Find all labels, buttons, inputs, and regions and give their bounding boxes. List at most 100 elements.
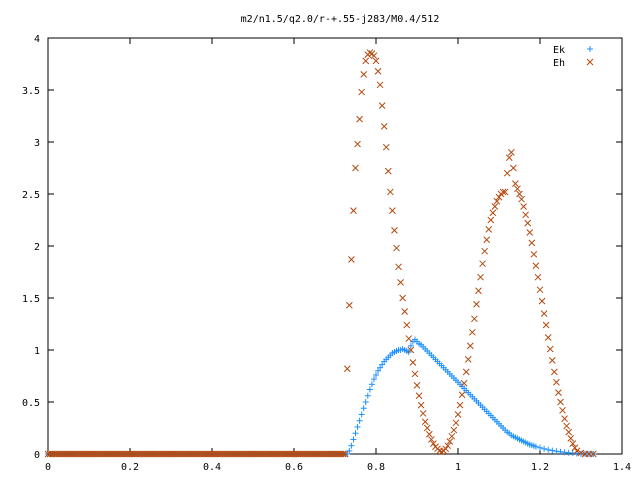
- point-eh: [356, 115, 363, 123]
- point-ek: [368, 381, 375, 388]
- point-ek: [407, 342, 414, 349]
- point-eh: [343, 365, 351, 373]
- point-eh: [550, 368, 558, 376]
- x-tick-label: 1.2: [531, 462, 549, 473]
- x-tick-label: 0.8: [367, 462, 385, 473]
- point-eh: [553, 378, 560, 386]
- point-eh: [358, 88, 366, 96]
- point-eh: [466, 342, 474, 350]
- point-eh: [350, 207, 357, 214]
- point-eh: [516, 190, 523, 198]
- point-eh: [493, 197, 501, 205]
- point-eh: [491, 203, 499, 210]
- point-eh: [382, 143, 390, 151]
- point-eh: [479, 260, 486, 268]
- x-tick-label: 1.4: [613, 462, 631, 473]
- point-eh: [417, 401, 425, 409]
- point-eh: [442, 445, 450, 453]
- point-eh: [405, 335, 413, 342]
- point-eh: [475, 287, 482, 295]
- point-eh: [458, 391, 466, 399]
- point-ek: [364, 392, 371, 399]
- y-tick-label: 2.5: [22, 190, 40, 201]
- point-eh: [380, 123, 388, 130]
- point-eh: [544, 334, 552, 341]
- point-eh: [528, 239, 536, 247]
- point-ek: [549, 447, 556, 454]
- point-ek: [375, 367, 382, 374]
- point-eh: [399, 294, 407, 302]
- x-tick-label: 0.4: [203, 462, 221, 473]
- point-eh: [389, 207, 396, 214]
- point-eh: [462, 368, 470, 376]
- point-eh: [374, 67, 382, 75]
- point-eh: [393, 244, 400, 252]
- point-eh: [555, 389, 562, 396]
- point-eh: [589, 450, 597, 458]
- legend: Ek Eh: [553, 45, 594, 69]
- point-eh: [505, 154, 513, 161]
- point-ek: [358, 411, 365, 418]
- point-ek: [537, 444, 543, 451]
- point-eh: [522, 211, 530, 219]
- point-eh: [483, 236, 491, 244]
- legend-label-eh: Eh: [553, 58, 565, 69]
- point-eh: [577, 449, 585, 457]
- point-eh: [403, 321, 411, 329]
- point-eh: [501, 188, 509, 196]
- point-eh: [520, 203, 527, 210]
- point-eh: [348, 256, 355, 263]
- point-ek: [545, 446, 552, 453]
- y-tick-label: 1.5: [22, 294, 40, 305]
- point-ek: [553, 448, 560, 455]
- point-eh: [444, 442, 452, 450]
- point-eh: [409, 359, 417, 366]
- x-tick-label: 1: [455, 462, 461, 473]
- point-eh: [559, 406, 566, 414]
- point-eh: [507, 149, 515, 156]
- point-eh: [526, 229, 534, 236]
- point-eh: [489, 209, 497, 217]
- point-ek: [356, 417, 363, 424]
- point-eh: [468, 328, 476, 336]
- point-ek: [362, 399, 369, 405]
- point-ek: [377, 364, 384, 371]
- point-eh: [378, 102, 386, 109]
- point-eh: [407, 346, 415, 354]
- point-eh: [518, 195, 525, 203]
- x-tick-label: 0.2: [121, 462, 139, 473]
- y-tick-label: 2: [34, 242, 40, 253]
- point-eh: [401, 308, 409, 315]
- point-eh: [512, 180, 519, 187]
- y-tick-label: 3: [34, 138, 40, 149]
- point-eh: [386, 188, 394, 196]
- point-ek: [370, 376, 377, 383]
- point-eh: [530, 250, 538, 258]
- point-eh: [430, 440, 437, 447]
- point-eh: [532, 262, 540, 270]
- point-eh: [565, 428, 573, 436]
- point-eh-baseline: [341, 450, 349, 458]
- point-eh: [427, 436, 435, 443]
- point-eh: [452, 419, 460, 427]
- point-ek: [360, 405, 367, 412]
- point-eh: [514, 185, 521, 193]
- point-ek: [354, 423, 361, 430]
- point-eh: [573, 447, 581, 455]
- point-eh: [345, 301, 353, 309]
- point-eh: [438, 448, 445, 456]
- point-eh: [450, 426, 458, 434]
- point-eh: [391, 227, 398, 234]
- point-eh: [448, 432, 456, 440]
- point-eh-baseline: [339, 450, 347, 458]
- point-eh: [366, 49, 374, 56]
- point-eh: [411, 370, 419, 378]
- point-eh: [509, 164, 517, 172]
- point-eh: [563, 422, 571, 430]
- point-eh: [423, 424, 431, 432]
- point-eh: [354, 140, 361, 148]
- point-eh: [487, 216, 495, 224]
- point-eh: [370, 52, 378, 60]
- point-eh: [454, 411, 462, 418]
